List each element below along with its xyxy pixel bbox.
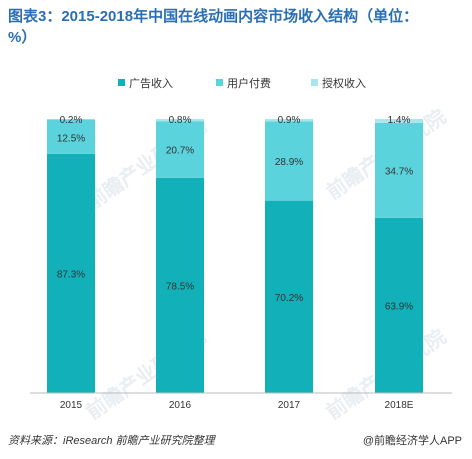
- bar-segment: [156, 177, 204, 393]
- bar-segment: [47, 119, 95, 154]
- bar-segment: [156, 121, 204, 178]
- x-tick-label: 2015: [60, 400, 83, 411]
- x-tick-label: 2018E: [385, 400, 414, 411]
- legend-label: 授权收入: [322, 76, 366, 90]
- legend-label: 用户付费: [227, 76, 271, 90]
- data-label: 78.5%: [166, 281, 194, 292]
- data-label: 0.2%: [60, 115, 83, 126]
- source-note: 资料来源：iResearch 前瞻产业研究院整理: [8, 435, 215, 447]
- legend-swatch: [118, 79, 125, 86]
- data-label: 34.7%: [385, 166, 413, 177]
- data-label: 63.9%: [385, 301, 413, 312]
- legend: 广告收入 用户付费 授权收入: [118, 76, 366, 90]
- bar-segment: [265, 121, 313, 201]
- bars: 87.3% 12.5% 0.2% 78.5% 20.7% 0.8% 70.2% 28.9% 0.…: [47, 115, 423, 393]
- data-label: 0.8%: [169, 115, 192, 126]
- x-tick-label: 2017: [278, 400, 301, 411]
- data-label: 28.9%: [275, 157, 303, 168]
- bar-segment: [265, 200, 313, 393]
- legend-label: 广告收入: [129, 76, 173, 90]
- chart-title: 图表3：2015-2018年中国在线动画内容市场收入结构（单位：%）: [8, 8, 419, 46]
- brand-credit: @前瞻经济学人APP: [362, 435, 462, 447]
- bar-segment: [47, 153, 95, 393]
- bar-segment: [265, 119, 313, 122]
- bar-segment: [375, 217, 423, 393]
- legend-swatch: [311, 79, 318, 86]
- data-label: 12.5%: [57, 134, 85, 145]
- data-label: 87.3%: [57, 269, 85, 280]
- legend-swatch: [216, 79, 223, 86]
- data-label: 70.2%: [275, 293, 303, 304]
- x-tick-label: 2016: [169, 400, 192, 411]
- data-label: 0.9%: [278, 115, 301, 126]
- x-axis-ticks: 2015 2016 2017 2018E: [60, 400, 414, 411]
- bar-segment: [375, 122, 423, 218]
- data-label: 1.4%: [388, 115, 411, 126]
- bar-segment: [156, 119, 204, 122]
- data-label: 20.7%: [166, 146, 194, 157]
- bar-segment: [375, 119, 423, 123]
- bar-segment: [47, 119, 95, 120]
